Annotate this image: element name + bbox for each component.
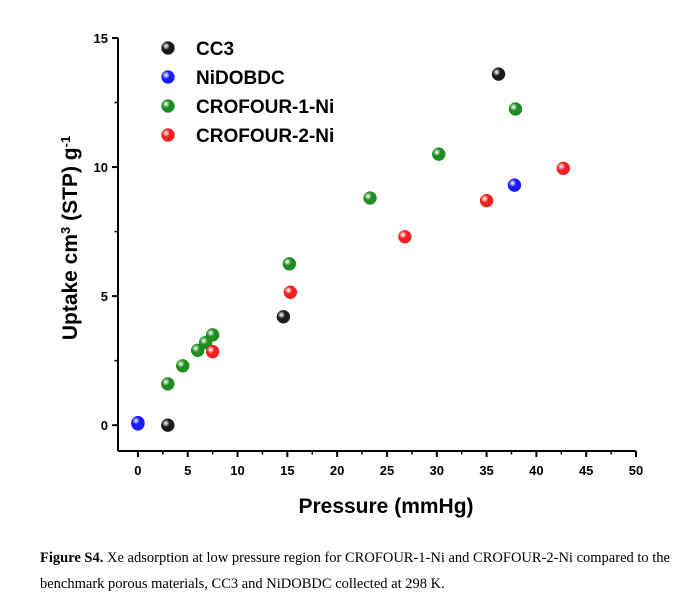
legend-label: CC3 [196, 39, 234, 60]
y-tick-label: 5 [101, 289, 108, 304]
data-point [176, 359, 190, 373]
legend-marker [161, 128, 175, 142]
x-tick-label: 25 [380, 463, 394, 478]
legend-marker [161, 41, 175, 55]
x-tick-label: 10 [230, 463, 244, 478]
data-point [161, 418, 175, 432]
legend: CC3 NiDOBDC CROFOUR-1-Ni CROFOUR-2-Ni [161, 39, 334, 147]
data-point [205, 328, 220, 342]
data-point [363, 191, 377, 205]
x-tick-label: 15 [280, 463, 294, 478]
data-points [131, 67, 571, 432]
x-tick-label: 45 [579, 463, 593, 478]
data-point [398, 230, 412, 244]
data-point [283, 285, 298, 300]
scatter-chart: 0 5 10 15 20 25 30 35 40 45 50 0 5 10 15 CC3 NiDOBDC CR… [58, 31, 644, 518]
y-axis-title-main: Uptake cm [59, 234, 82, 340]
data-point [479, 193, 494, 208]
x-tick-label: 0 [134, 463, 141, 478]
x-tick-label: 40 [529, 463, 543, 478]
y-tick-label: 0 [101, 418, 108, 433]
data-point [276, 310, 291, 324]
legend-marker [161, 99, 175, 113]
x-ticks: 0 5 10 15 20 25 30 35 40 45 50 [134, 451, 643, 478]
x-tick-label: 50 [629, 463, 643, 478]
y-ticks: 0 5 10 15 [94, 31, 118, 433]
axes [117, 38, 636, 452]
y-axis-title-superscript-2: -1 [58, 136, 73, 148]
x-axis-title: Pressure (mmHg) [298, 495, 473, 518]
y-axis-title: Uptake cm3 (STP) g-1 [58, 136, 83, 340]
caption-text: Xe adsorption at low pressure region for… [40, 550, 670, 592]
caption-label: Figure S4. [40, 550, 104, 566]
data-point [282, 257, 297, 271]
data-point [432, 147, 446, 161]
y-tick-label: 15 [94, 31, 108, 46]
x-tick-label: 35 [479, 463, 493, 478]
legend-label: NiDOBDC [196, 68, 285, 89]
data-point [507, 178, 522, 192]
legend-label: CROFOUR-1-Ni [196, 97, 334, 118]
data-point [491, 67, 506, 81]
legend-label: CROFOUR-2-Ni [196, 126, 334, 147]
data-point [161, 377, 175, 391]
data-point [205, 344, 220, 359]
legend-marker [161, 70, 175, 84]
data-point [508, 102, 523, 116]
y-axis-title-superscript: 3 [58, 227, 73, 234]
data-point [131, 415, 145, 430]
x-tick-label: 5 [184, 463, 191, 478]
y-tick-label: 10 [94, 160, 108, 175]
x-tick-label: 20 [330, 463, 344, 478]
y-axis-title-middle: (STP) g [59, 147, 82, 226]
data-point [556, 161, 571, 176]
x-tick-label: 30 [430, 463, 444, 478]
figure-caption: Figure S4. Xe adsorption at low pressure… [40, 545, 680, 597]
